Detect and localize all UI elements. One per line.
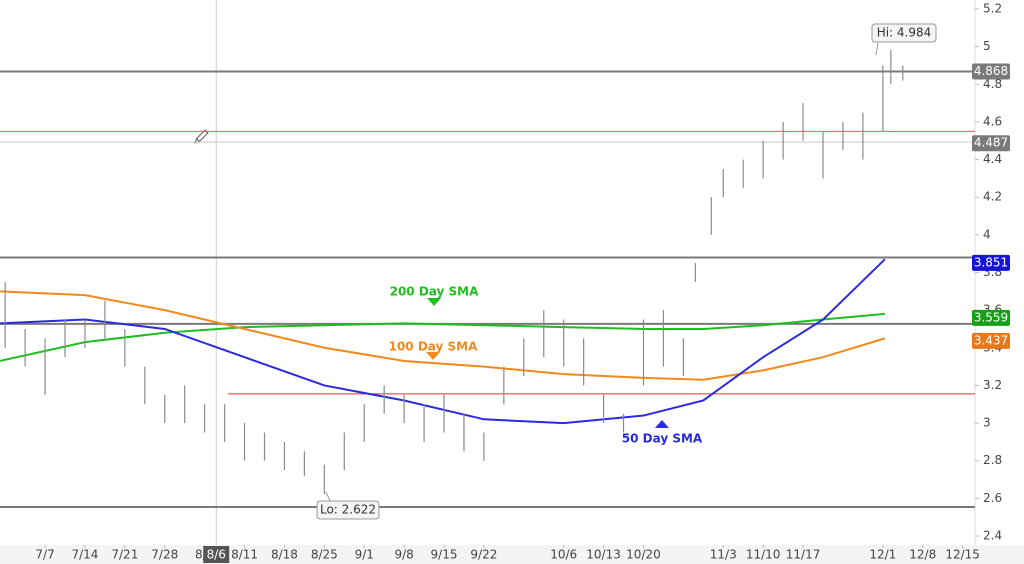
x-tick-label: 10/13 [586,548,621,562]
crosshair-label: 8/6 [207,548,226,562]
price-badge [972,135,1010,152]
sma-marker [426,352,440,360]
x-tick-label: 12/8 [909,548,936,562]
x-tick-label: 12/15 [945,548,980,562]
y-tick-label: 2.4 [983,529,1002,543]
sma-label: 100 Day SMA [389,340,479,354]
y-tick-label: 4.6 [983,114,1002,128]
sma-label: 50 Day SMA [622,432,703,446]
sma-marker [427,298,441,306]
price-badge-label: 3.851 [974,255,1008,269]
callout-leader [875,42,879,56]
x-tick-label: 8/25 [311,548,338,562]
price-badge [972,254,1010,271]
price-badge-label: 4.487 [974,136,1008,150]
x-tick-label: 7/28 [151,548,178,562]
x-tick-label: 11/10 [746,548,781,562]
price-badge [972,332,1010,349]
sma-line [0,312,885,362]
callout-label: Hi: 4.984 [877,26,932,40]
x-tick-label: 7/21 [111,548,138,562]
sma-line [0,290,886,381]
y-tick-label: 4.4 [983,152,1002,166]
x-tick-label: 9/15 [431,548,458,562]
x-tick-label: 10/6 [550,548,577,562]
callout-box [316,500,380,520]
price-badge-label: 3.559 [974,310,1008,324]
y-tick-label: 2.6 [983,491,1002,505]
y-tick-label: 2.8 [983,453,1002,467]
sma-label: 200 Day SMA [390,285,480,299]
x-tick-label: 7/14 [71,548,98,562]
sma-line [0,258,886,425]
y-tick-label: 4.8 [983,77,1002,91]
x-tick-label: 10/20 [626,548,661,562]
x-tick-label: 12/1 [869,548,896,562]
y-tick-label: 4 [983,227,991,241]
sma-marker [655,420,669,428]
y-tick-label: 4.2 [983,190,1002,204]
callout-label: Lo: 2.622 [320,503,376,517]
price-badge-label: 4.868 [974,64,1008,78]
x-tick-label: 8/18 [271,548,298,562]
x-tick-label: 8/11 [231,548,258,562]
y-tick-label: 5.2 [983,2,1002,16]
y-tick-label: 3.2 [983,378,1002,392]
y-tick-label: 5 [983,39,991,53]
callout-box [871,23,937,43]
callout-leader [325,491,331,502]
price-badge [972,309,1010,326]
x-axis-band [0,545,1024,564]
y-tick-label: 3 [983,416,991,430]
x-tick-label: 9/22 [470,548,497,562]
x-tick-label: 9/8 [394,548,413,562]
x-tick-label: 11/3 [710,548,737,562]
x-tick-label: 11/17 [786,548,821,562]
crosshair-box [203,546,230,563]
price-badge-label: 3.437 [974,333,1008,347]
price-badge [972,63,1010,80]
x-tick-label: 9/1 [355,548,374,562]
x-tick-label: 7/7 [35,548,54,562]
